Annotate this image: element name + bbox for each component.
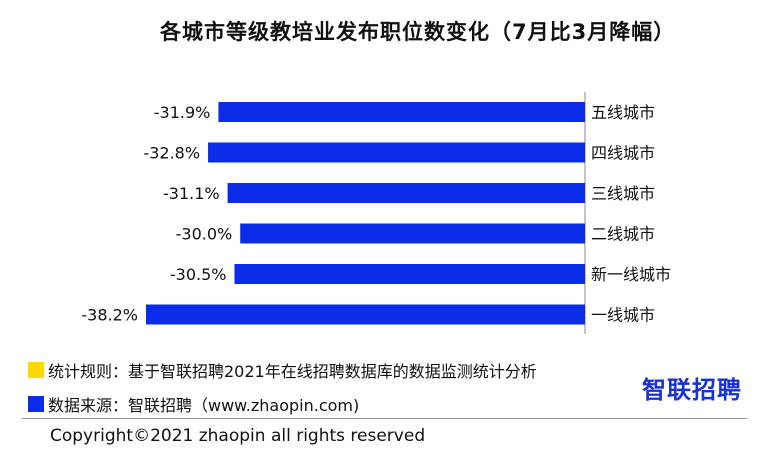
bar <box>208 142 585 163</box>
data-label: -30.0% <box>176 225 233 244</box>
bar <box>240 223 585 244</box>
footer-divider <box>22 418 747 419</box>
zhaopin-logo: 智联招聘 <box>642 376 742 404</box>
data-label: -31.9% <box>154 103 211 122</box>
legend-source: 数据来源：智联招聘（www.zhaopin.com) <box>28 392 359 416</box>
legend-rule-text: 统计规则：基于智联招聘2021年在线招聘数据库的数据监测统计分析 <box>48 362 537 381</box>
data-label: -38.2% <box>81 306 138 325</box>
category-label: 一线城市 <box>591 306 655 325</box>
data-label: -32.8% <box>143 144 200 163</box>
legend-source-text: 数据来源：智联招聘（www.zhaopin.com) <box>48 396 360 415</box>
category-label: 三线城市 <box>591 184 655 203</box>
bar <box>227 183 585 203</box>
legend-rule: 统计规则：基于智联招聘2021年在线招聘数据库的数据监测统计分析 <box>28 358 537 382</box>
category-label: 五线城市 <box>591 103 655 122</box>
chart-title: 各城市等级教培业发布职位数变化（7月比3月降幅） <box>160 20 676 44</box>
bar-chart: -31.9% 五线城市 -32.8% 四线城市 -31.1% 三线城市 -30.0% 二线城市… <box>81 92 671 334</box>
bar <box>218 102 586 122</box>
category-label: 二线城市 <box>591 225 655 244</box>
data-label: -30.5% <box>170 265 227 284</box>
copyright-text: Copyright©2021 zhaopin all rights reserv… <box>50 426 426 446</box>
blue-square-icon <box>28 396 44 412</box>
category-label: 四线城市 <box>591 144 655 163</box>
bar <box>146 304 585 325</box>
data-label: -31.1% <box>163 184 220 203</box>
bar <box>234 264 585 284</box>
yellow-square-icon <box>28 362 44 378</box>
category-label: 新一线城市 <box>591 265 671 284</box>
